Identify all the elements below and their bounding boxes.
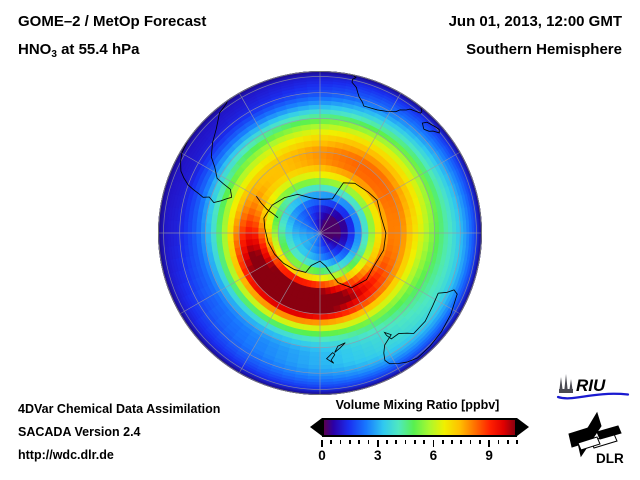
colorbar-major-tick [321,440,323,447]
dlr-mark-icon [568,411,622,458]
colorbar-minor-tick [469,440,472,444]
colorbar-minor-tick [460,440,463,444]
region-label: Southern Hemisphere [466,41,622,58]
riu-wordmark: RIU [576,376,606,395]
colorbar-under-arrow-icon [310,418,322,436]
pressure-level: at 55.4 hPa [56,41,140,58]
version-label: SACADA Version 2.4 [18,425,141,439]
colorbar-minor-tick [330,440,333,444]
colorbar-tick-label: 0 [318,448,326,463]
colorbar-minor-tick [395,440,398,444]
species-name: HNO [18,41,52,58]
colorbar-tick-label: 9 [485,448,493,463]
colorbar-row [310,418,529,439]
colorbar-minor-tick [479,440,481,444]
species-level-title: HNO3 at 55.4 hPa [18,41,140,60]
colorbar-minor-tick [404,440,407,444]
colorbar-minor-tick [367,440,370,444]
colorbar-tick-label: 6 [429,448,438,463]
graticule-lines [158,71,482,395]
dlr-wordmark: DLR [596,451,624,466]
colorbar-minor-tick [386,440,388,444]
riu-spires-icon [559,374,573,393]
riu-logo: RIU [556,374,630,400]
map-overlay [158,71,482,395]
polar-projection-map [158,71,482,395]
assimilation-label: 4DVar Chemical Data Assimilation [18,402,221,416]
instrument-title: GOME–2 / MetOp Forecast [18,13,207,30]
website-link[interactable]: http://wdc.dlr.de [18,448,114,462]
colorbar-tick-label: 3 [373,448,382,463]
dlr-logo: DLR [568,411,624,466]
colorbar-major-tick [432,440,435,447]
globe-container [158,71,482,395]
species-subscript: 3 [51,49,57,60]
colorbar-minor-tick [441,440,444,444]
colorbar-tick-labels: 0 3 6 9 [312,448,527,466]
colorbar-minor-tick [506,440,509,444]
colorbar-title: Volume Mixing Ratio [ppbv] [335,398,500,412]
colorbar-over-arrow-icon [517,418,529,436]
colorbar-gradient [322,418,517,437]
colorbar-major-tick [488,440,490,447]
colorbar-major-tick [376,440,379,447]
colorbar-minor-tick [497,440,500,444]
colorbar-ticks [312,440,527,447]
colorbar-minor-tick [423,440,425,444]
colorbar-minor-tick [451,440,453,444]
colorbar-legend: Volume Mixing Ratio [ppbv] 0 3 6 9 [310,398,529,466]
coastline-lines [180,72,458,365]
colorbar-minor-tick [516,440,518,444]
colorbar-minor-tick [414,440,416,444]
datetime-label: Jun 01, 2013, 12:00 GMT [448,13,622,30]
colorbar-minor-tick [339,440,342,444]
colorbar-minor-tick [349,440,351,444]
colorbar-minor-tick [358,440,360,444]
riu-swoosh-icon [556,392,630,400]
